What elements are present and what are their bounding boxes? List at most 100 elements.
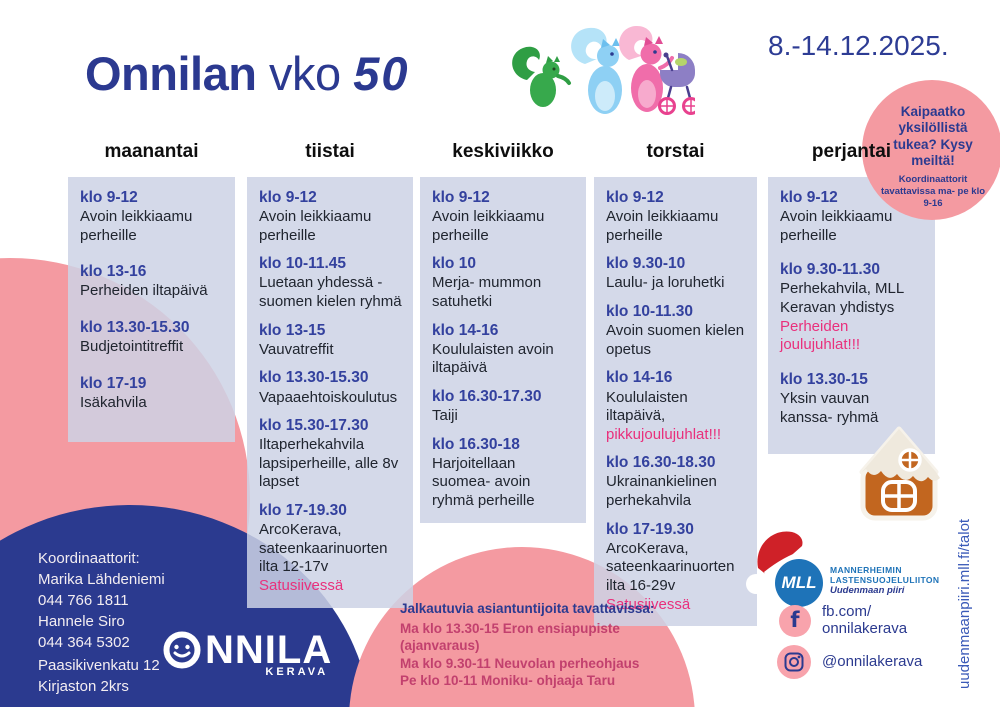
event-highlight: Satusiivessä <box>259 576 344 594</box>
event-highlight: pikkujoulujuhlat!!! <box>606 425 722 443</box>
outreach-heading: Jalkautuvia asiantuntijoita tavattavissa… <box>400 601 655 616</box>
event-description: Avoin leikkiaamu perheille <box>432 208 545 244</box>
event-description: Iltaperhekahvila lapsiperheille, alle 8v… <box>259 436 399 491</box>
event-time: klo 16.30-17.30 <box>432 387 542 405</box>
event-time: klo 17-19.30 <box>259 502 347 520</box>
event-highlight: Satusiivessä <box>606 595 691 613</box>
event-time: klo 9-12 <box>259 189 317 206</box>
address-line: Paasikivenkatu 12 <box>38 657 160 674</box>
facebook-handle: fb.com/ onnilakerava <box>822 603 908 637</box>
event-time: klo 17-19.30 <box>606 520 694 538</box>
gingerbread-house-icon <box>859 426 940 521</box>
event-time: klo 16.30-18.30 <box>606 454 716 472</box>
event-time: klo 15.30-17.30 <box>259 417 369 435</box>
help-bubble: Kaipaatko yksilöllistä tukea? Kysy meilt… <box>862 80 1000 220</box>
event-time: klo 10-11.45 <box>259 255 347 273</box>
day-header-tiistai: tiistai <box>305 141 355 162</box>
mll-logo-block: MLL MANNERHEIMIN LASTENSUOJELULIITON Uud… <box>746 522 946 612</box>
schedule-event: klo 13-16 Perheiden iltapäivä <box>80 262 225 301</box>
event-time: klo 13.30-15.30 <box>80 319 190 337</box>
schedule-event: klo 14-16 Koululaisten iltapäivä, pikkuj… <box>606 368 747 444</box>
day-header-keskiviikko: keskiviikko <box>452 141 554 162</box>
schedule-event: klo 9-12 Avoin leikkiaamu perheille <box>780 188 925 245</box>
mll-organization-name: MANNERHEIMIN LASTENSUOJELULIITON Uudenma… <box>830 565 940 596</box>
event-description: Koululaisten avoin iltapäivä <box>432 340 554 377</box>
schedule-event: klo 17-19 Isäkahvila <box>80 374 225 413</box>
blue-squirrel-tail <box>571 27 607 64</box>
schedule-event: klo 17-19.30 ArcoKerava, sateenkaarinuor… <box>259 501 403 596</box>
event-time: klo 9.30-10 <box>606 255 686 273</box>
event-description: Vauvatreffit <box>259 340 334 358</box>
event-description: Avoin leikkiaamu perheille <box>780 208 893 244</box>
outreach-specialists: Jalkautuvia asiantuntijoita tavattavissa… <box>400 600 668 690</box>
outreach-line: Pe klo 10-11 Moniku- ohjaaja Taru <box>400 673 616 689</box>
schedule-event: klo 17-19.30 ArcoKerava, sateenkaarinuor… <box>606 520 747 615</box>
day-column-keskiviikko: klo 9-12 Avoin leikkiaamu perheille klo … <box>420 177 586 523</box>
event-description: Harjoitellaan suomea- avoin ryhmä perhei… <box>432 454 535 510</box>
schedule-event: klo 16.30-18.30 Ukrainankielinen perheka… <box>606 453 747 510</box>
address-line: Kirjaston 2krs <box>38 678 129 695</box>
pram-body <box>660 70 695 87</box>
contact-name: Hannele Siro <box>38 613 125 630</box>
pink-squirrel-tail <box>619 26 653 60</box>
event-description: Avoin leikkiaamu perheille <box>606 208 719 244</box>
schedule-event: klo 13.30-15 Yksin vauvan kanssa- ryhmä <box>780 370 925 427</box>
day-column-tiistai: klo 9-12 Avoin leikkiaamu perheille klo … <box>247 177 413 608</box>
event-description: Taiji <box>432 407 458 425</box>
help-bubble-main-text: Kaipaatko yksilöllistä tukea? Kysy meilt… <box>893 104 973 169</box>
schedule-event: klo 10-11.45 Luetaan yhdessä - suomen ki… <box>259 254 403 311</box>
day-column-maanantai: klo 9-12 Avoin leikkiaamu perheille klo … <box>68 177 235 442</box>
title-week-number: 50 <box>353 47 410 100</box>
day-column-torstai: klo 9-12 Avoin leikkiaamu perheille klo … <box>594 177 757 627</box>
day-header-torstai: torstai <box>646 141 705 162</box>
event-description: ArcoKerava, sateenkaarinuorten ilta 12-1… <box>259 521 388 576</box>
schedule-event: klo 15.30-17.30 Iltaperhekahvila lapsipe… <box>259 416 403 492</box>
help-bubble-sub-text: Koordinaattorit tavattavissa ma- pe klo … <box>880 173 986 209</box>
day-column-perjantai: klo 9-12 Avoin leikkiaamu perheille klo … <box>768 177 935 455</box>
event-description: Perheiden iltapäivä <box>80 282 208 300</box>
mll-logo: MLL <box>775 559 823 607</box>
event-description: Ukrainankielinen perhekahvila <box>606 473 717 510</box>
instagram-icon <box>777 645 811 679</box>
contact-heading: Koordinaattorit: <box>38 550 140 567</box>
event-time: klo 9-12 <box>80 189 138 206</box>
event-description: Avoin leikkiaamu perheille <box>259 208 372 244</box>
date-range: 8.-14.12.2025. <box>768 30 949 61</box>
schedule-event: klo 9-12 Avoin leikkiaamu perheille <box>80 188 225 245</box>
event-time: klo 9.30-11.30 <box>780 261 880 279</box>
schedule-event: klo 9-12 Avoin leikkiaamu perheille <box>606 188 747 245</box>
street-address: Paasikivenkatu 12 Kirjaston 2krs <box>38 655 160 697</box>
website-url[interactable]: uudenmaanpiiri.mll.fi/talot <box>956 518 973 689</box>
event-time: klo 13-16 <box>80 263 147 281</box>
schedule-event: klo 9-12 Avoin leikkiaamu perheille <box>432 188 576 245</box>
event-time: klo 9-12 <box>432 189 490 206</box>
title-word-onnilan: Onnilan <box>85 47 257 100</box>
logo-city: KERAVA <box>265 666 329 678</box>
event-time: klo 16.30-18 <box>432 435 520 453</box>
day-header-maanantai: maanantai <box>104 141 199 162</box>
event-time: klo 13-15 <box>259 321 326 339</box>
title-word-vko: vko <box>269 47 341 100</box>
instagram-link[interactable]: @onnilakerava <box>777 645 922 679</box>
contact-phone: 044 766 1811 <box>38 592 129 609</box>
contact-phone: 044 364 5302 <box>38 634 130 651</box>
schedule-event: klo 9-12 Avoin leikkiaamu perheille <box>259 188 403 245</box>
event-description: Yksin vauvan kanssa- ryhmä <box>780 389 879 426</box>
event-time: klo 17-19 <box>80 374 147 392</box>
day-header-perjantai: perjantai <box>811 141 892 162</box>
event-description: Merja- mummon satuhetki <box>432 274 542 311</box>
schedule-event: klo 16.30-18 Harjoitellaan suomea- avoin… <box>432 435 576 511</box>
event-time: klo 13.30-15.30 <box>259 369 369 387</box>
schedule-event: klo 16.30-17.30 Taiji <box>432 387 576 426</box>
event-description: Budjetointitreffit <box>80 338 184 356</box>
schedule-event: klo 10 Merja- mummon satuhetki <box>432 254 576 311</box>
event-description: Vapaaehtoiskoulutus <box>259 388 398 406</box>
outreach-line: Ma klo 9.30-11 Neuvolan perheohjaus <box>400 655 640 671</box>
facebook-link[interactable]: f fb.com/ onnilakerava <box>779 603 908 638</box>
event-time: klo 10-11.30 <box>606 303 694 321</box>
green-squirrel-tail <box>512 46 540 80</box>
schedule-event: klo 13-15 Vauvatreffit <box>259 321 403 360</box>
event-time: klo 13.30-15 <box>780 370 868 388</box>
schedule-event: klo 9.30-11.30 Perhekahvila, MLL Keravan… <box>780 260 925 355</box>
event-description: Laulu- ja loruhetki <box>606 274 725 292</box>
